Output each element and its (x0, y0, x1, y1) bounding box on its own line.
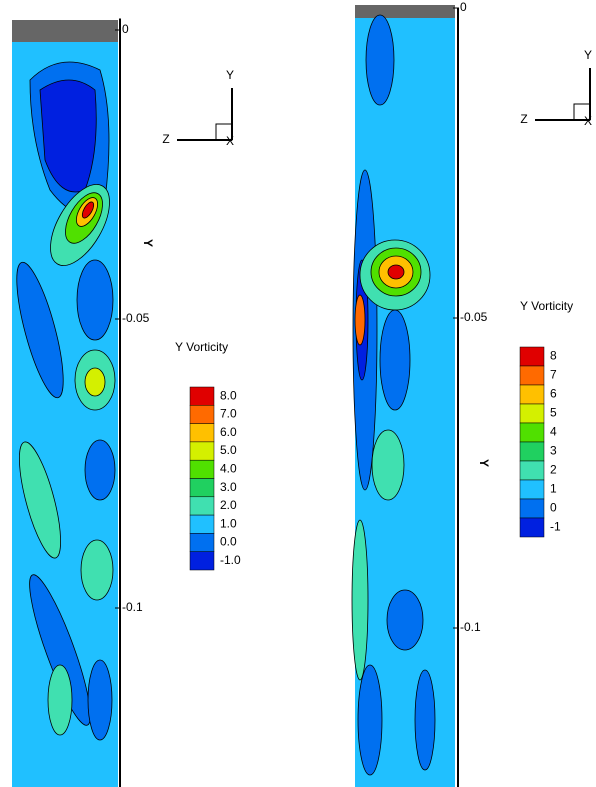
legend-label: 8 (550, 349, 557, 363)
legend-label: 6.0 (220, 425, 237, 439)
triad-label: Y (584, 48, 592, 62)
legend-swatch (520, 442, 544, 461)
triad-label: Z (520, 112, 527, 126)
contour-field (352, 5, 455, 787)
y-tick-label: 0 (122, 22, 129, 36)
legend-label: 3 (550, 444, 557, 458)
figure: 0 -0.05 -0.1 Y Y Z X Y Vorticity 8.0 7.0 6.0 5.0 4.0… (0, 0, 596, 787)
legend-swatch (520, 366, 544, 385)
legend-label: 1 (550, 482, 557, 496)
legend-label: 7.0 (220, 407, 237, 421)
legend-label: 1.0 (220, 516, 237, 530)
legend-label: 6 (550, 387, 557, 401)
legend-swatch (190, 515, 214, 533)
legend-label: 4.0 (220, 462, 237, 476)
legend-swatch (190, 552, 214, 570)
legend-swatch (520, 480, 544, 499)
legend-label: 5 (550, 406, 557, 420)
legend-swatch (190, 479, 214, 497)
legend-swatch (520, 385, 544, 404)
legend-swatch (520, 404, 544, 423)
legend-swatch (190, 442, 214, 460)
y-axis-label: Y (477, 459, 491, 467)
legend-swatch (190, 533, 214, 551)
legend-swatch (190, 424, 214, 442)
y-axis-label: Y (141, 239, 155, 247)
legend-title: Y Vorticity (175, 340, 228, 354)
legend-label: 0.0 (220, 535, 237, 549)
triad-label: Z (162, 132, 169, 146)
y-tick-label: 0 (460, 0, 467, 14)
legend-title: Y Vorticity (520, 299, 573, 313)
legend-label: -1.0 (220, 553, 241, 567)
legend-label: 4 (550, 425, 557, 439)
legend-label: -1 (550, 520, 561, 534)
legend-swatch (520, 423, 544, 442)
legend-swatch (190, 497, 214, 515)
legend-label: 3.0 (220, 480, 237, 494)
legend-swatch (520, 499, 544, 518)
legend-label: 2 (550, 463, 557, 477)
y-tick-label: -0.05 (460, 310, 488, 324)
triad-label: Y (226, 68, 234, 82)
y-tick-label: -0.1 (122, 600, 143, 614)
legend-swatch (190, 387, 214, 405)
y-tick-label: -0.05 (122, 311, 150, 325)
legend-label: 0 (550, 501, 557, 515)
legend-swatch (190, 405, 214, 423)
legend-swatch (190, 460, 214, 478)
y-tick-label: -0.1 (460, 620, 481, 634)
legend-label: 2.0 (220, 498, 237, 512)
legend-swatch (520, 347, 544, 366)
legend-label: 7 (550, 368, 557, 382)
legend-label: 5.0 (220, 443, 237, 457)
triad-label: X (584, 114, 592, 128)
legend-swatch (520, 461, 544, 480)
legend-label: 8.0 (220, 388, 237, 402)
triad-label: X (226, 134, 234, 148)
legend-swatch (520, 518, 544, 537)
contour-field (7, 20, 121, 787)
